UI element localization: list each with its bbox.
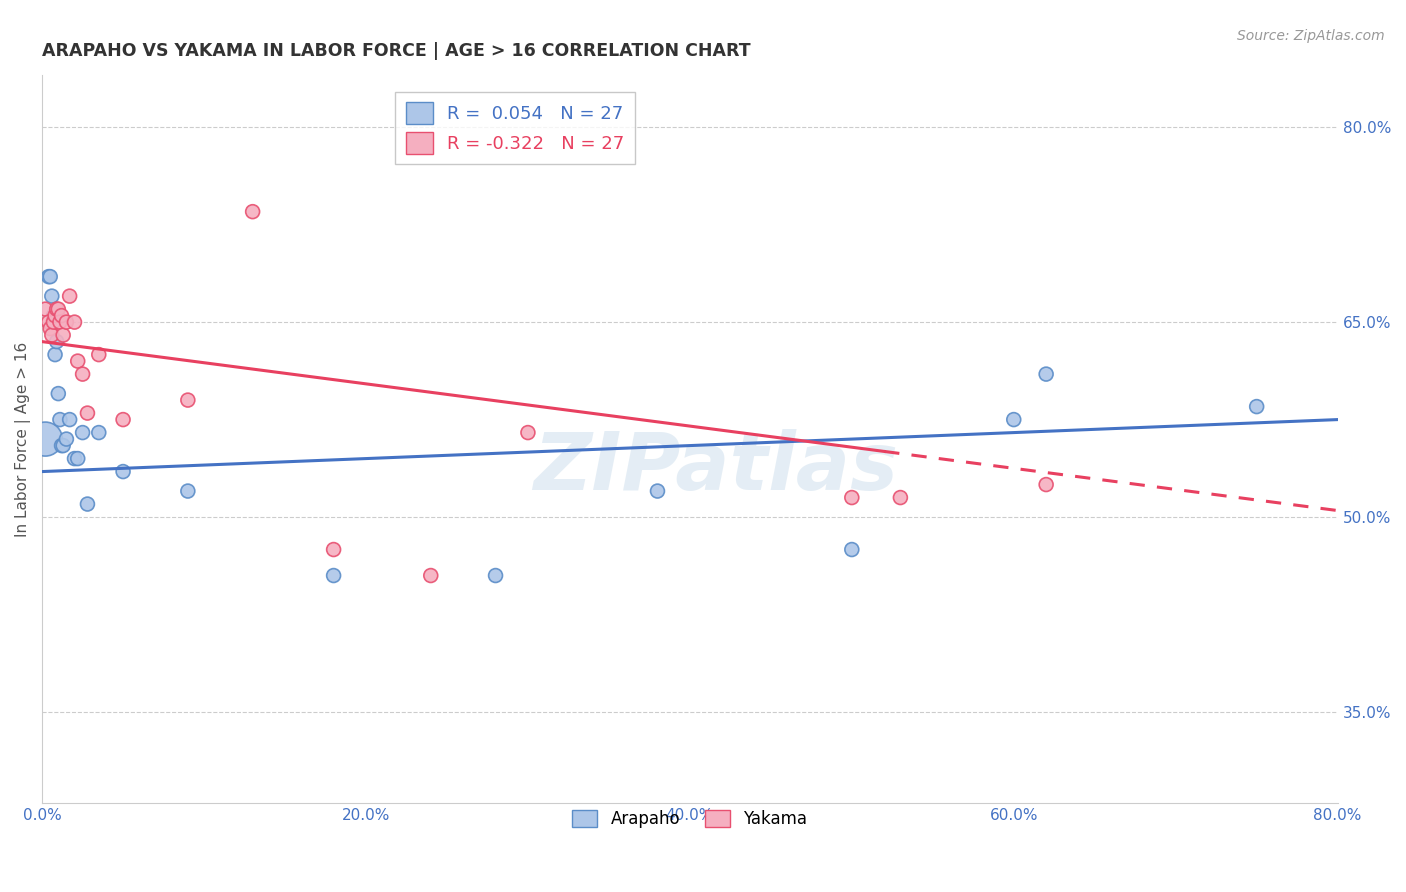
Point: [177, 484, 200, 499]
Point: [76, 497, 98, 511]
Point: [484, 568, 506, 582]
Point: [38, 315, 60, 329]
Point: [419, 568, 441, 582]
Point: [1246, 400, 1268, 414]
Point: [42, 315, 65, 329]
Point: [34, 302, 56, 317]
Point: [1035, 477, 1057, 491]
Point: [63, 451, 86, 466]
Point: [55, 432, 77, 446]
Point: [34, 432, 56, 446]
Point: [41, 289, 63, 303]
Point: [38, 269, 60, 284]
Point: [516, 425, 538, 440]
Point: [51, 439, 73, 453]
Point: [51, 309, 73, 323]
Point: [322, 542, 344, 557]
Point: [76, 406, 98, 420]
Point: [112, 412, 135, 426]
Text: ZIPatlas: ZIPatlas: [533, 429, 898, 508]
Point: [72, 425, 94, 440]
Point: [63, 315, 86, 329]
Point: [1002, 412, 1025, 426]
Y-axis label: In Labor Force | Age > 16: In Labor Force | Age > 16: [15, 342, 31, 537]
Point: [52, 439, 75, 453]
Point: [59, 289, 82, 303]
Point: [1035, 367, 1057, 381]
Point: [66, 354, 89, 368]
Point: [242, 204, 264, 219]
Point: [46, 302, 69, 317]
Point: [72, 367, 94, 381]
Point: [647, 484, 669, 499]
Point: [45, 334, 67, 349]
Point: [46, 386, 69, 401]
Point: [49, 412, 72, 426]
Point: [112, 465, 135, 479]
Point: [45, 302, 67, 317]
Point: [44, 348, 66, 362]
Text: ARAPAHO VS YAKAMA IN LABOR FORCE | AGE > 16 CORRELATION CHART: ARAPAHO VS YAKAMA IN LABOR FORCE | AGE >…: [42, 42, 751, 60]
Point: [87, 348, 110, 362]
Point: [44, 309, 66, 323]
Point: [889, 491, 911, 505]
Point: [59, 412, 82, 426]
Point: [41, 328, 63, 343]
Point: [42, 309, 65, 323]
Point: [322, 568, 344, 582]
Legend: Arapaho, Yakama: Arapaho, Yakama: [565, 803, 814, 835]
Point: [55, 315, 77, 329]
Point: [39, 269, 62, 284]
Point: [39, 321, 62, 335]
Point: [841, 542, 863, 557]
Point: [49, 315, 72, 329]
Point: [66, 451, 89, 466]
Point: [177, 393, 200, 408]
Point: [841, 491, 863, 505]
Point: [52, 328, 75, 343]
Point: [87, 425, 110, 440]
Text: Source: ZipAtlas.com: Source: ZipAtlas.com: [1237, 29, 1385, 43]
